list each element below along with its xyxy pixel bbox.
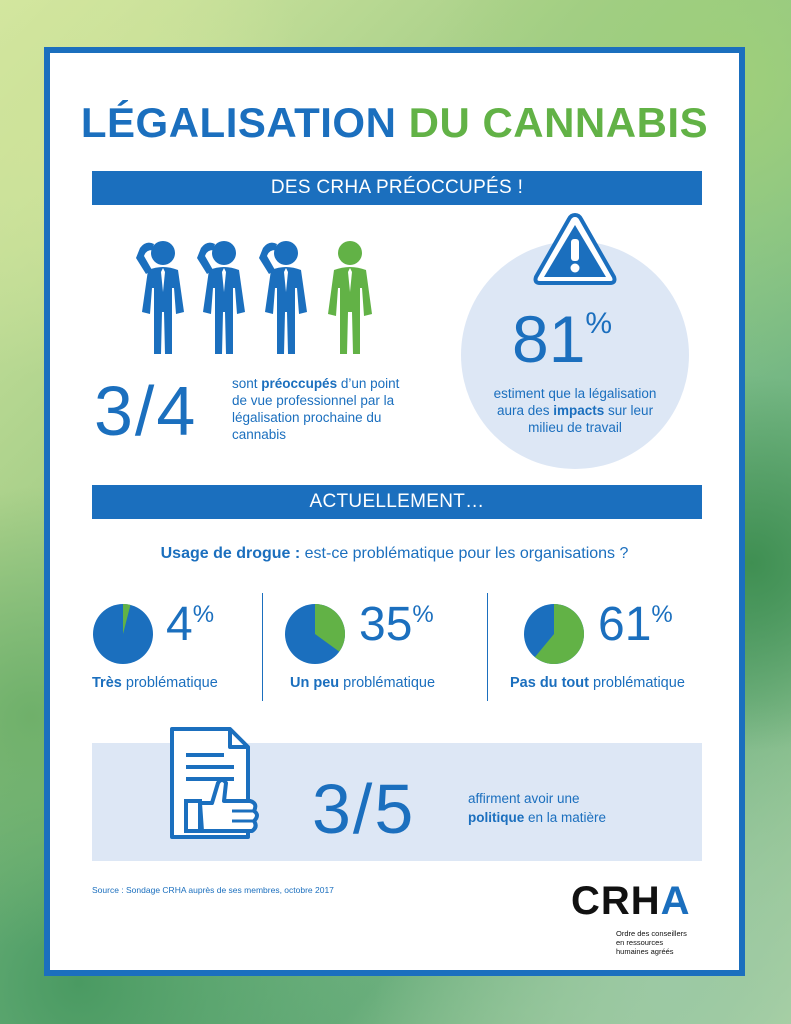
label-text: problématique — [343, 675, 436, 691]
page-title: LÉGALISATION DU CANNABIS — [50, 99, 739, 147]
pie-chart-not-at-all — [524, 604, 584, 664]
logo-subtitle: Ordre des conseillers en ressources huma… — [616, 929, 687, 956]
pie-slice — [123, 604, 131, 634]
desc-text: affirment avoir une — [468, 791, 580, 806]
divider — [262, 593, 263, 701]
stat-81-description: estiment que la légalisation aura des im… — [482, 385, 668, 436]
logo-text: CRH — [571, 879, 661, 923]
pie-slice — [315, 604, 345, 652]
logo-sub-line: humaines agréés — [616, 947, 674, 956]
divider — [487, 593, 488, 701]
logo-sub-line: Ordre des conseillers — [616, 929, 687, 938]
pct-number: 61 — [598, 598, 652, 651]
banner-currently: ACTUELLEMENT… — [92, 485, 702, 519]
pct-number: 4 — [166, 598, 193, 651]
stat-81-value: 81% — [512, 301, 612, 377]
crha-logo: CRHA — [571, 879, 691, 924]
pct-somewhat: 35% — [359, 597, 434, 652]
desc-text: sont — [232, 376, 258, 391]
question-text: est-ce problématique pour les organisati… — [304, 545, 629, 562]
label-bold: Un peu — [290, 675, 340, 691]
warning-icon — [533, 212, 617, 285]
infographic-card: LÉGALISATION DU CANNABIS DES CRHA PRÉOCC… — [44, 47, 745, 976]
label-not-at-all: Pas du tout problématique — [510, 675, 685, 691]
percent-sign: % — [412, 601, 434, 628]
label-somewhat: Un peu problématique — [290, 675, 435, 691]
desc-text: en la matière — [528, 810, 607, 825]
stat-three-quarters: 3/4 — [94, 372, 198, 450]
pct-number: 35 — [359, 598, 413, 651]
label-text: problématique — [592, 675, 685, 691]
desc-bold: impacts — [553, 403, 605, 418]
saluting-person-icon — [197, 241, 245, 354]
document-thumbs-up-icon — [170, 727, 259, 839]
pct-not-at-all: 61% — [598, 597, 673, 652]
banner-concerned: DES CRHA PRÉOCCUPÉS ! — [92, 171, 702, 205]
label-bold: Pas du tout — [510, 675, 589, 691]
question-bold: Usage de drogue : — [160, 545, 301, 562]
stat-three-fifths-description: affirment avoir une politique en la mati… — [468, 789, 648, 827]
desc-bold: politique — [468, 810, 525, 825]
pie-slice — [534, 604, 584, 664]
standing-person-icon — [328, 241, 372, 354]
logo-accent: A — [660, 879, 691, 923]
pie-chart-very — [93, 604, 153, 664]
stat-81-number: 81 — [512, 302, 586, 376]
percent-sign: % — [585, 307, 613, 340]
stat-three-fifths: 3/5 — [312, 770, 416, 848]
saluting-person-icon — [259, 241, 307, 354]
desc-bold: préoccupés — [261, 376, 338, 391]
label-bold: Très — [92, 675, 122, 691]
saluting-person-icon — [136, 241, 184, 354]
label-text: problématique — [125, 675, 218, 691]
label-very: Très problématique — [92, 675, 218, 691]
percent-sign: % — [192, 601, 215, 628]
survey-question: Usage de drogue : est-ce problématique p… — [50, 545, 739, 563]
logo-sub-line: en ressources — [616, 938, 664, 947]
title-part2: DU CANNABIS — [408, 99, 709, 146]
pie-chart-somewhat — [285, 604, 345, 664]
percent-sign: % — [651, 601, 673, 628]
desc-text: sur leur milieu de travail — [528, 403, 654, 435]
pct-very: 4% — [166, 597, 214, 652]
title-part1: LÉGALISATION — [80, 99, 397, 146]
desc-text: estiment que la légalisation aura des — [493, 386, 657, 418]
desc-text: d’un point de vue professionnel par la l… — [232, 376, 400, 442]
source-note: Source : Sondage CRHA auprès de ses memb… — [92, 885, 334, 895]
stat-three-quarters-description: sont préoccupés d’un point de vue profes… — [232, 375, 412, 443]
